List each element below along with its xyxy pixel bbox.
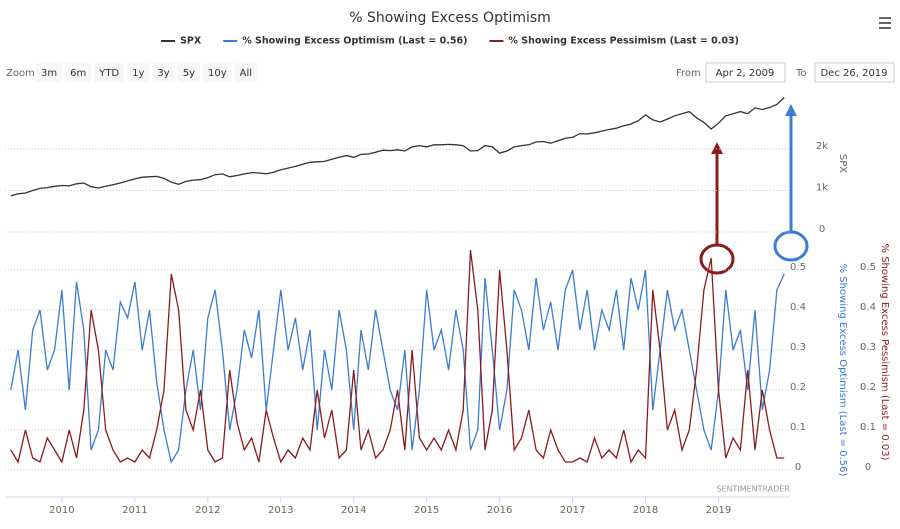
button-label: 3m (41, 68, 57, 79)
y-tick-label: 0.2 (790, 382, 806, 393)
button-label: YTD (98, 68, 119, 79)
range-button[interactable]: All (234, 63, 258, 82)
legend-label: SPX (180, 36, 202, 47)
y-tick-label: 0.4 (790, 302, 806, 313)
x-tick-label: 2018 (633, 505, 658, 516)
button-bg (65, 63, 92, 82)
y2-tick-label: 0.4 (860, 302, 876, 313)
range-button[interactable]: 5y (177, 63, 200, 82)
y-tick-label: 0.1 (790, 422, 806, 433)
y2-tick-label: 0.1 (860, 422, 876, 433)
x-tick-label: 2013 (268, 505, 293, 516)
y-tick-label: 1k (816, 182, 828, 193)
button-label: 3y (157, 68, 169, 79)
zoom-label: Zoom (6, 68, 35, 79)
range-button[interactable]: 10y (202, 63, 232, 82)
legend-label: % Showing Excess Pessimism (Last = 0.03) (508, 36, 739, 47)
button-bg (202, 63, 232, 82)
menu-button[interactable] (876, 15, 894, 31)
x-tick-label: 2010 (49, 505, 74, 516)
x-tick-label: 2011 (122, 505, 147, 516)
range-button[interactable]: YTD (94, 63, 125, 82)
button-label: 6m (70, 68, 86, 79)
range-button[interactable]: 6m (65, 63, 92, 82)
y-tick-label: 0.3 (790, 342, 806, 353)
range-button[interactable]: 3m (36, 63, 63, 82)
x-tick-label: 2012 (195, 505, 220, 516)
button-bg (127, 63, 150, 82)
button-label: 10y (208, 68, 227, 79)
from-input[interactable] (705, 62, 786, 83)
y2-tick-label: 0 (865, 462, 871, 473)
y2-tick-label: 0.2 (860, 382, 876, 393)
to-input[interactable] (814, 62, 895, 83)
line (10, 97, 785, 197)
legend: SPX % Showing Excess Optimism (Last = 0.5… (161, 36, 739, 47)
x-tick-label: 2015 (414, 505, 439, 516)
x-tick-label: 2019 (706, 505, 731, 516)
button-bg (36, 63, 63, 82)
to-date: Dec 26, 2019 (820, 68, 887, 79)
y-axis-title: SPX (837, 154, 848, 173)
y2-tick-label: 0.5 (860, 262, 876, 273)
range-button[interactable]: 3y (152, 63, 175, 82)
y-tick-label: 0 (819, 224, 825, 235)
y2-axis-title: % Showing Excess Pessimism (Last = 0.03) (879, 244, 890, 461)
x-tick-label: 2016 (487, 505, 512, 516)
legend-label: % Showing Excess Optimism (Last = 0.56) (242, 36, 467, 47)
button-label: All (240, 68, 252, 79)
button-bg (94, 63, 125, 82)
x-tick-label: 2017 (560, 505, 585, 516)
button-bg (152, 63, 175, 82)
button-bg (177, 63, 200, 82)
from-date: Apr 2, 2009 (716, 68, 775, 79)
y2-tick-label: 0.3 (860, 342, 876, 353)
to-label: To (795, 68, 807, 79)
credit: SENTIMENTRADER (716, 485, 790, 494)
y-axis-title: % Showing Excess Optimism (Last = 0.56) (837, 264, 848, 477)
line (10, 269, 785, 464)
button-label: 1y (132, 68, 144, 79)
y-tick-label: 0 (795, 462, 801, 473)
from-label: From (676, 68, 701, 79)
range-button[interactable]: 1y (127, 63, 150, 82)
x-tick-label: 2014 (341, 505, 366, 516)
y-tick-label: 0.5 (790, 262, 806, 273)
line (10, 249, 785, 464)
chart-title: % Showing Excess Optimism (349, 10, 551, 26)
y-tick-label: 2k (816, 141, 828, 152)
annotations (699, 104, 809, 275)
button-bg (234, 63, 258, 82)
button-label: 5y (183, 68, 195, 79)
